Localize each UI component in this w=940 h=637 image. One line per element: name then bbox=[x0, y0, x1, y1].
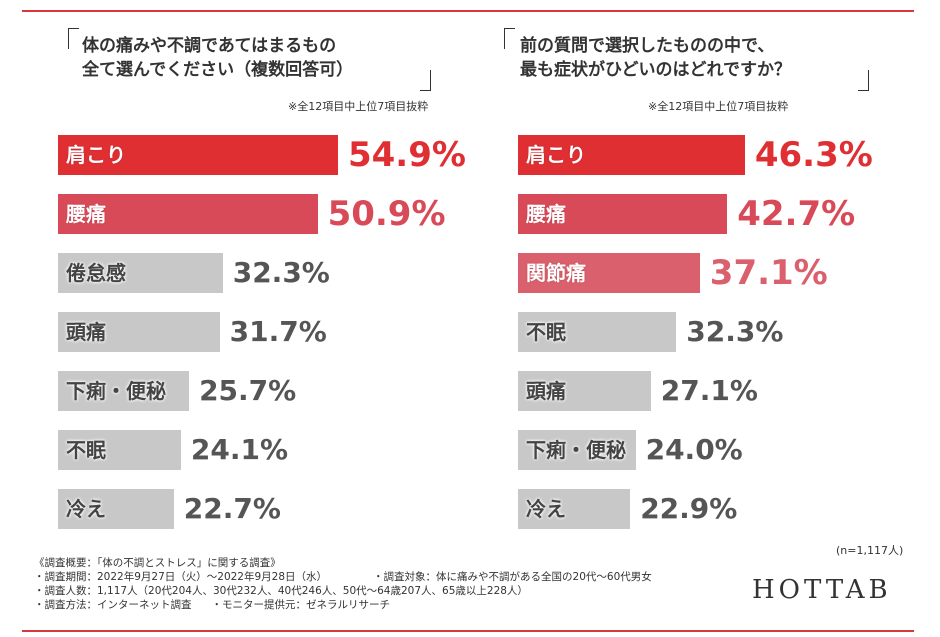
bar-category-label: 不眠 bbox=[66, 438, 106, 462]
bar-category-label: 頭痛 bbox=[526, 379, 566, 403]
footer-line: ・調査人数：1,117人（20代204人、30代232人、40代246人、50代… bbox=[34, 585, 528, 597]
bar bbox=[518, 135, 745, 175]
bar bbox=[518, 312, 677, 352]
bar-category-label: 下痢・便秘 bbox=[526, 438, 626, 462]
bar-category-label: 冷え bbox=[66, 497, 106, 521]
bar-value-label: 46.3% bbox=[754, 135, 873, 175]
bar-value-label: 42.7% bbox=[737, 194, 856, 234]
bar-category-label: 腰痛 bbox=[66, 202, 106, 226]
bar-category-label: 不眠 bbox=[526, 320, 566, 344]
right-note: ※全12項目中上位7項目抜粋 bbox=[648, 100, 789, 113]
bar-value-label: 25.7% bbox=[199, 374, 297, 407]
bar-category-label: 腰痛 bbox=[526, 202, 566, 226]
bar-value-label: 22.9% bbox=[640, 492, 738, 525]
top-rule bbox=[22, 10, 914, 12]
bar-category-label: 肩こり bbox=[526, 143, 586, 167]
bar-value-label: 22.7% bbox=[183, 492, 281, 525]
bar bbox=[58, 194, 318, 234]
footer-line: ・調査対象：体に痛みや不調がある全国の20代～60代男女 bbox=[373, 571, 652, 583]
bar bbox=[58, 312, 220, 352]
bracket bbox=[858, 70, 869, 91]
bar-value-label: 37.1% bbox=[709, 253, 828, 293]
bar-value-label: 32.3% bbox=[232, 256, 330, 289]
survey-footer: 《調査概要：「体の不調とストレス」に関する調査》 ・調査期間：2022年9月27… bbox=[34, 556, 652, 612]
bracket bbox=[68, 28, 79, 49]
bottom-rule bbox=[22, 630, 914, 632]
footer-line: ・モニター提供元：ゼネラルリサーチ bbox=[211, 599, 391, 611]
footer-line: ・調査方法：インターネット調査 bbox=[34, 599, 192, 611]
left-question: 体の痛みや不調であてはまるもの 全て選んでください（複数回答可） bbox=[82, 34, 353, 82]
bar-value-label: 24.1% bbox=[190, 433, 289, 466]
left-question-line: 体の痛みや不調であてはまるもの bbox=[82, 36, 337, 56]
footer-line: ・調査期間：2022年9月27日（火）～2022年9月28日（水） bbox=[34, 571, 328, 583]
right-question: 前の質問で選択したものの中で、 最も症状がひどいのはどれですか？ bbox=[520, 34, 791, 82]
bar bbox=[518, 430, 636, 470]
bar bbox=[58, 253, 223, 293]
bar-category-label: 下痢・便秘 bbox=[66, 379, 166, 403]
bar bbox=[518, 194, 728, 234]
bar bbox=[518, 489, 631, 529]
bar bbox=[518, 371, 651, 411]
bar-value-label: 31.7% bbox=[229, 315, 327, 348]
sample-size: (n=1,117人) bbox=[836, 544, 904, 557]
bar-value-label: 50.9% bbox=[327, 194, 446, 234]
bar-value-label: 27.1% bbox=[660, 374, 758, 407]
bar bbox=[58, 135, 338, 175]
bar bbox=[58, 430, 181, 470]
bar bbox=[58, 371, 190, 411]
bracket bbox=[420, 70, 431, 91]
bar-category-label: 関節痛 bbox=[526, 261, 586, 285]
bar-category-label: 倦怠感 bbox=[66, 261, 126, 285]
bar-category-label: 肩こり bbox=[66, 143, 126, 167]
bar bbox=[58, 489, 174, 529]
right-question-line: 最も症状がひどいのはどれですか？ bbox=[520, 60, 791, 80]
bar-value-label: 24.0% bbox=[645, 433, 743, 466]
bar-value-label: 32.3% bbox=[686, 315, 784, 348]
footer-line: 《調査概要：「体の不調とストレス」に関する調査》 bbox=[34, 557, 281, 569]
right-question-line: 前の質問で選択したものの中で、 bbox=[520, 36, 775, 56]
left-note: ※全12項目中上位7項目抜粋 bbox=[288, 100, 429, 113]
left-question-line: 全て選んでください（複数回答可） bbox=[82, 60, 354, 80]
hottab-logo: HOTTAB bbox=[752, 575, 892, 605]
bar-category-label: 頭痛 bbox=[66, 320, 106, 344]
bar bbox=[518, 253, 700, 293]
bar-value-label: 54.9% bbox=[347, 135, 466, 175]
bracket bbox=[504, 28, 515, 49]
bar-category-label: 冷え bbox=[526, 497, 566, 521]
